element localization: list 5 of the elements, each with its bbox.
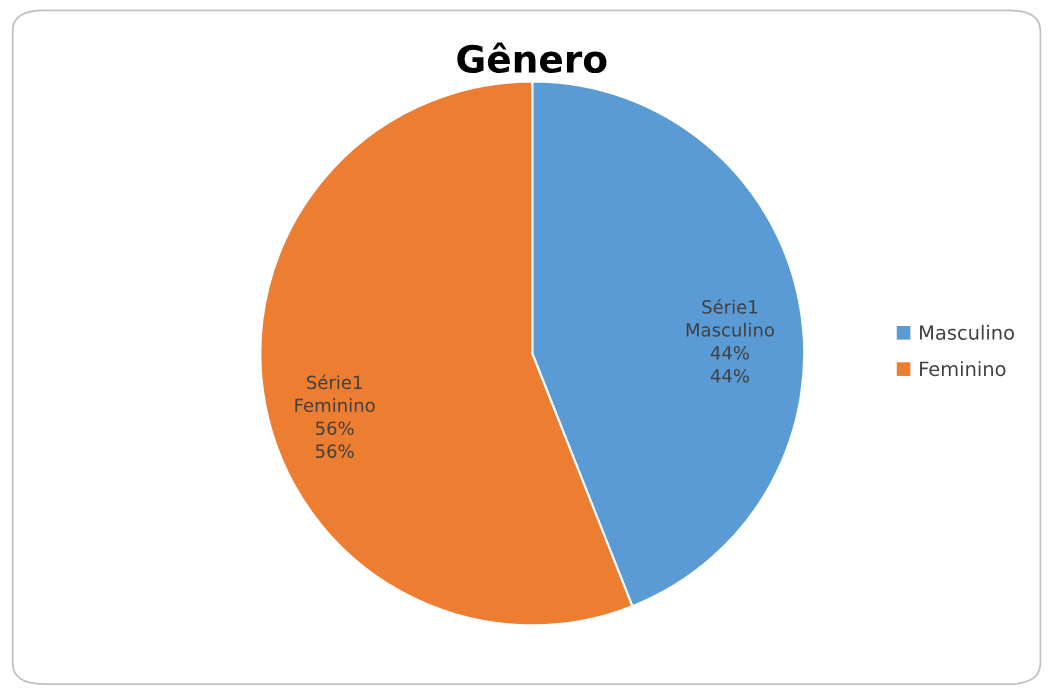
data-label: Série1 Masculino 44% 44%	[686, 299, 774, 383]
chart-title: Gênero	[457, 42, 607, 74]
legend-label: Masculino	[920, 324, 1014, 340]
data-label: Série1 Feminino 56% 56%	[295, 374, 375, 459]
legend-label: Feminino	[920, 361, 1006, 377]
